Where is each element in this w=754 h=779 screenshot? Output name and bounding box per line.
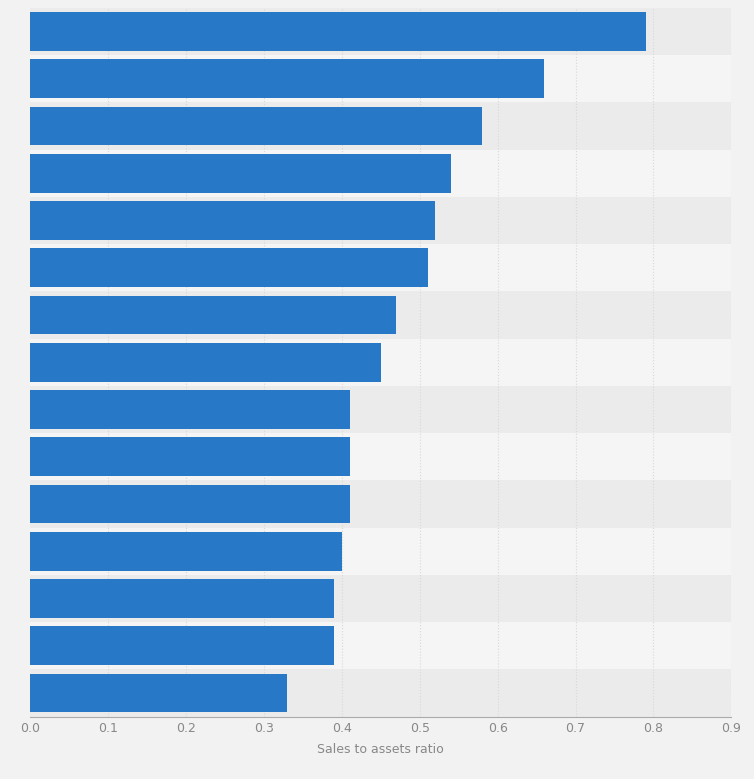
Bar xyxy=(30,59,544,98)
Bar xyxy=(30,433,731,481)
Bar xyxy=(30,626,334,665)
Bar xyxy=(30,150,731,197)
Bar xyxy=(30,532,342,571)
Bar xyxy=(30,669,731,717)
Bar xyxy=(30,197,731,244)
Bar xyxy=(30,201,435,240)
Bar xyxy=(30,481,731,527)
Bar xyxy=(30,390,350,429)
Bar xyxy=(30,622,731,669)
Bar xyxy=(30,437,350,476)
Bar xyxy=(30,12,645,51)
Bar xyxy=(30,55,731,102)
Bar xyxy=(30,386,731,433)
Bar xyxy=(30,244,731,291)
X-axis label: Sales to assets ratio: Sales to assets ratio xyxy=(317,743,444,756)
Bar xyxy=(30,485,350,523)
Bar xyxy=(30,339,731,386)
Bar xyxy=(30,343,381,382)
Bar xyxy=(30,575,731,622)
Bar xyxy=(30,291,731,339)
Bar xyxy=(30,579,334,618)
Bar xyxy=(30,249,428,287)
Bar xyxy=(30,295,397,334)
Bar xyxy=(30,153,451,192)
Bar xyxy=(30,107,482,146)
Bar xyxy=(30,8,731,55)
Bar xyxy=(30,527,731,575)
Bar xyxy=(30,674,287,713)
Bar xyxy=(30,102,731,150)
